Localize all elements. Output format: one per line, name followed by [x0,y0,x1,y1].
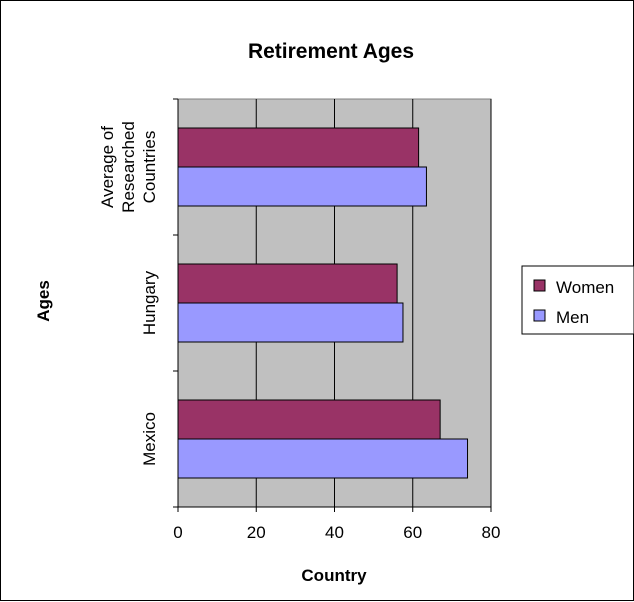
legend-swatch-men [533,309,546,322]
bar-men [177,438,469,479]
bar-men [177,166,427,207]
category-labels: Mexico Hungary Average of Researched Countri… [98,121,159,466]
bar-men [177,302,404,343]
legend-label-men: Men [556,308,589,327]
x-tick-label: 40 [325,523,344,542]
x-tick-label: 80 [482,523,501,542]
x-tick-label: 20 [247,523,266,542]
x-axis-title: Country [301,566,367,585]
bar-women [177,399,441,440]
category-label: Hungary [140,270,159,335]
axes [173,98,492,512]
bar-women [177,127,420,168]
x-tick-labels: 0 20 40 60 80 [173,523,500,542]
x-tick-label: 60 [403,523,422,542]
bar-women [177,263,398,304]
x-tick-label: 0 [173,523,182,542]
legend-label-women: Women [556,278,614,297]
bars [177,127,469,479]
chart-title: Retirement Ages [248,40,414,63]
legend-box [521,265,634,335]
legend-swatch-women [533,279,546,292]
category-label: Mexico [140,412,159,466]
legend: Women Men [533,278,614,327]
category-label: Average of Researched Countries [98,121,159,213]
y-axis-title: Ages [34,280,53,322]
